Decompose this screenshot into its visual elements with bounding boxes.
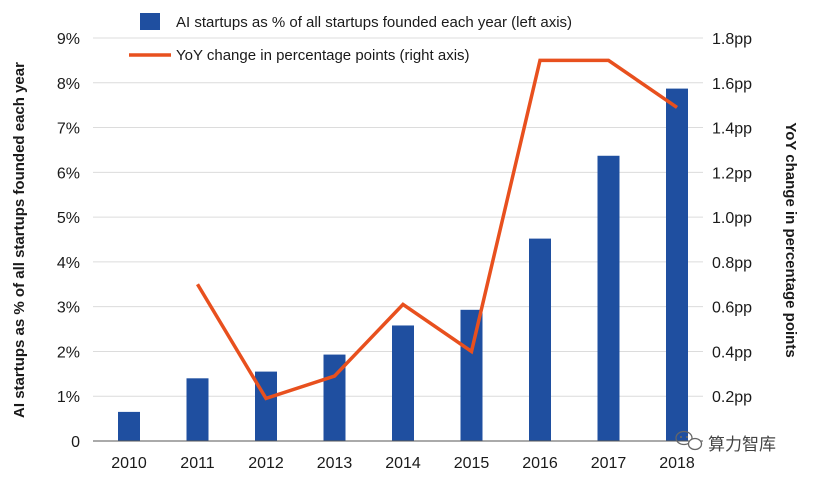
right-tick-label: 0.4pp xyxy=(712,344,752,361)
watermark: 算力智库 xyxy=(675,430,776,454)
left-tick-label: 3% xyxy=(57,300,80,317)
right-axis-title: YoY change in percentage points xyxy=(782,122,799,357)
x-tick-label: 2017 xyxy=(591,455,627,472)
left-tick-label: 6% xyxy=(57,165,80,182)
bar xyxy=(666,88,688,442)
yoy-line xyxy=(195,58,678,401)
left-tick-label: 8% xyxy=(57,76,80,93)
legend-bar-swatch xyxy=(140,13,160,30)
legend-line-label: YoY change in percentage points (right a… xyxy=(176,47,470,64)
left-tick-label: 1% xyxy=(57,389,80,406)
bar xyxy=(460,309,483,441)
right-tick-label: 0.6pp xyxy=(712,300,752,317)
x-tick-label: 2014 xyxy=(385,455,421,472)
left-tick-label: 9% xyxy=(57,31,80,48)
bar-series xyxy=(118,88,688,442)
watermark-text: 算力智库 xyxy=(708,435,776,454)
left-axis-ticks: 0 1% 2% 3% 4% 5% 6% 7% 8% 9% xyxy=(57,31,80,451)
right-tick-label: 1.8pp xyxy=(712,31,752,48)
right-axis-ticks: 0.2pp 0.4pp 0.6pp 0.8pp 1.0pp 1.2pp 1.4pp 1.6pp… xyxy=(712,31,752,406)
legend: AI startups as % of all startups founded… xyxy=(129,13,572,64)
gridlines xyxy=(93,37,703,397)
right-tick-label: 1.4pp xyxy=(712,121,752,138)
left-tick-label: 0 xyxy=(71,434,80,451)
x-tick-label: 2015 xyxy=(454,455,490,472)
bar xyxy=(186,378,209,441)
wechat-icon xyxy=(675,430,703,451)
left-tick-label: 4% xyxy=(57,255,80,272)
bar xyxy=(118,411,140,441)
right-tick-label: 1.2pp xyxy=(712,165,752,182)
left-tick-label: 7% xyxy=(57,121,80,138)
x-tick-label: 2018 xyxy=(659,455,695,472)
bar xyxy=(529,238,551,441)
left-tick-label: 2% xyxy=(57,344,80,361)
x-tick-label: 2013 xyxy=(317,455,353,472)
x-tick-label: 2016 xyxy=(522,455,558,472)
x-tick-label: 2010 xyxy=(111,455,147,472)
bar xyxy=(392,325,414,441)
right-tick-label: 0.2pp xyxy=(712,389,752,406)
bar xyxy=(597,155,620,441)
x-tick-label: 2011 xyxy=(180,455,215,472)
x-axis-ticks: 2010 2011 2012 2013 2014 2015 2016 2017 2018 xyxy=(111,455,695,472)
bar xyxy=(255,371,277,441)
line-series xyxy=(195,58,678,401)
legend-bar-label: AI startups as % of all startups founded… xyxy=(176,14,572,31)
right-tick-label: 0.8pp xyxy=(712,255,752,272)
left-axis-title: AI startups as % of all startups founded… xyxy=(11,62,28,418)
left-tick-label: 5% xyxy=(57,210,80,227)
right-tick-label: 1.6pp xyxy=(712,76,752,93)
x-tick-label: 2012 xyxy=(248,455,284,472)
right-tick-label: 1.0pp xyxy=(712,210,752,227)
